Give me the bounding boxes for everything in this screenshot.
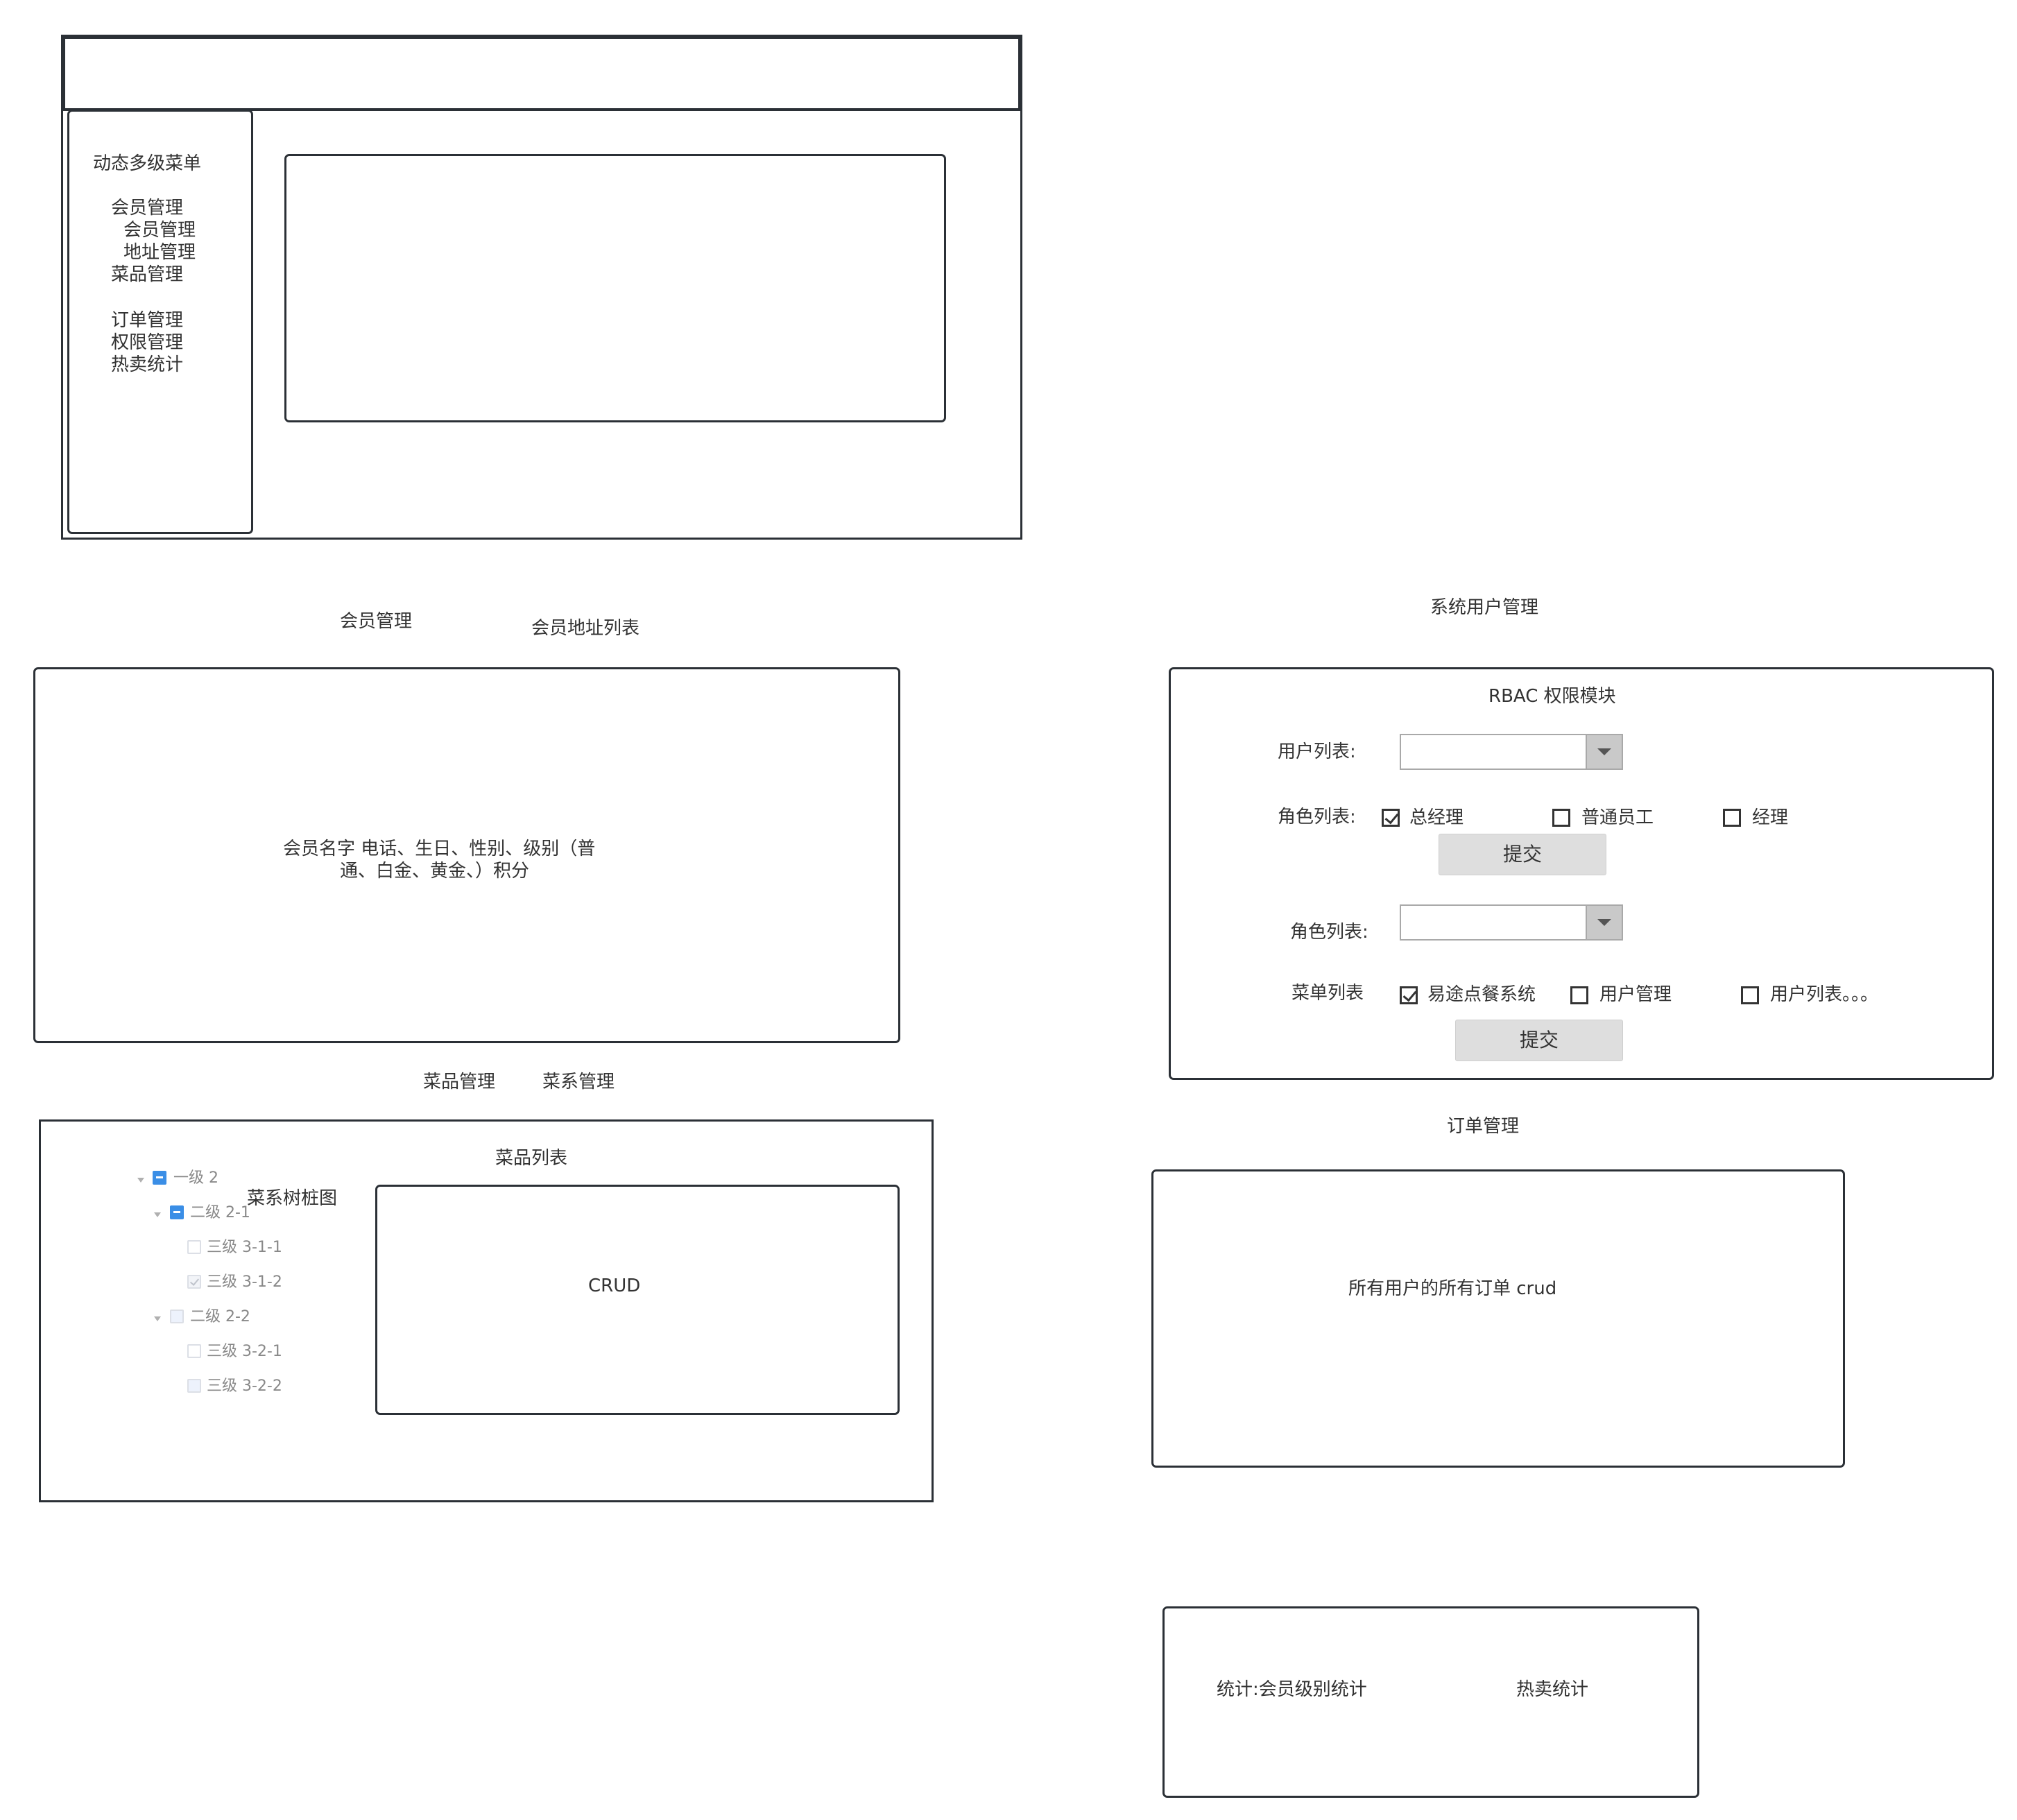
chevron-down-icon (1597, 748, 1611, 755)
tree-checkbox-level1[interactable] (153, 1171, 166, 1185)
menu-label-user-list: 用户列表。。。 (1770, 984, 1879, 1005)
header-bar (62, 36, 1021, 111)
hot-sales-stats-label: 热卖统计 (1516, 1679, 1589, 1700)
role-label-general-manager: 总经理 (1409, 807, 1464, 828)
user-select[interactable] (1400, 734, 1623, 770)
role-label-manager: 经理 (1752, 807, 1789, 828)
dish-tab-category-management[interactable]: 菜系管理 (542, 1072, 615, 1092)
dish-tab-dish-management[interactable]: 菜品管理 (423, 1072, 496, 1092)
chevron-down-icon (1597, 919, 1611, 926)
member-fields-description-line2: 通、白金、黄金、）积分 (340, 861, 530, 882)
tree-checkbox-level3-1-2[interactable] (187, 1275, 201, 1289)
sidebar-item-hot-sales-stats[interactable]: 热卖统计 (111, 354, 184, 375)
dish-crud-box (375, 1185, 900, 1415)
dish-crud-label: CRUD (588, 1276, 641, 1296)
tree-checkbox-level3-2-1[interactable] (187, 1344, 201, 1358)
rbac-section-title: 系统用户管理 (1430, 597, 1539, 618)
role-select[interactable] (1400, 904, 1623, 941)
tree-node-level3-1-1[interactable]: 三级 3-1-1 (207, 1239, 282, 1256)
user-list-label: 用户列表: (1278, 741, 1356, 762)
sidebar-item-dish-management[interactable]: 菜品管理 (111, 264, 184, 285)
sidebar-subitem-address-management[interactable]: 地址管理 (123, 242, 196, 263)
role-label-employee: 普通员工 (1581, 807, 1654, 828)
order-description: 所有用户的所有订单 crud (1348, 1278, 1557, 1299)
menu-label-user-management: 用户管理 (1599, 984, 1672, 1005)
tree-checkbox-level3-1-1[interactable] (187, 1240, 201, 1254)
tree-checkbox-level2-2[interactable] (170, 1310, 184, 1323)
menu-checkbox-user-management[interactable] (1570, 986, 1588, 1004)
member-tab-address-list[interactable]: 会员地址列表 (531, 618, 640, 639)
sidebar-subitem-member-management[interactable]: 会员管理 (123, 220, 196, 241)
tree-expand-icon[interactable] (154, 1316, 161, 1321)
tree-expand-icon[interactable] (154, 1212, 161, 1217)
sidebar-item-permission-management[interactable]: 权限管理 (111, 332, 184, 353)
menu-checkbox-yitu-system[interactable] (1400, 986, 1418, 1004)
dish-list-title: 菜品列表 (495, 1148, 568, 1169)
menu-checkbox-user-list[interactable] (1741, 986, 1759, 1004)
rbac-module-title: RBAC 权限模块 (1488, 686, 1616, 707)
tree-node-level2-1[interactable]: 二级 2-1 (190, 1204, 250, 1221)
sidebar-item-order-management[interactable]: 订单管理 (111, 310, 184, 331)
dropdown-button[interactable] (1586, 906, 1622, 939)
submit-roles-button[interactable]: 提交 (1439, 834, 1606, 875)
member-tab-member-management[interactable]: 会员管理 (340, 611, 413, 632)
tree-node-level3-1-2[interactable]: 三级 3-1-2 (207, 1273, 282, 1291)
content-area (284, 154, 946, 422)
menu-list-label: 菜单列表 (1291, 983, 1364, 1004)
order-panel (1151, 1169, 1845, 1468)
menu-label-yitu-system: 易途点餐系统 (1427, 984, 1536, 1005)
tree-checkbox-level3-2-2[interactable] (187, 1379, 201, 1393)
tree-node-level2-2[interactable]: 二级 2-2 (190, 1308, 250, 1325)
dropdown-button[interactable] (1586, 735, 1622, 769)
role-list-label: 角色列表: (1278, 807, 1356, 827)
member-level-stats-label: 统计:会员级别统计 (1217, 1679, 1367, 1700)
category-tree-title: 菜系树桩图 (247, 1188, 338, 1209)
member-panel (33, 667, 900, 1043)
tree-node-level1[interactable]: 一级 2 (173, 1169, 218, 1187)
tree-node-level3-2-1[interactable]: 三级 3-2-1 (207, 1343, 282, 1360)
member-fields-description-line1: 会员名字 电话、生日、性别、级别（普 (283, 839, 596, 859)
submit-menus-button[interactable]: 提交 (1455, 1020, 1623, 1061)
role-select-label: 角色列表: (1290, 922, 1368, 943)
stats-panel (1162, 1606, 1699, 1798)
order-section-title: 订单管理 (1447, 1116, 1520, 1137)
tree-node-level3-2-2[interactable]: 三级 3-2-2 (207, 1377, 282, 1395)
tree-checkbox-level2-1[interactable] (170, 1205, 184, 1219)
sidebar-title: 动态多级菜单 (93, 153, 202, 174)
tree-expand-icon[interactable] (137, 1178, 144, 1183)
sidebar-item-member-management[interactable]: 会员管理 (111, 198, 184, 218)
role-checkbox-manager[interactable] (1723, 809, 1741, 827)
role-checkbox-general-manager[interactable] (1382, 809, 1400, 827)
role-checkbox-employee[interactable] (1552, 809, 1570, 827)
sidebar-menu (67, 110, 253, 534)
